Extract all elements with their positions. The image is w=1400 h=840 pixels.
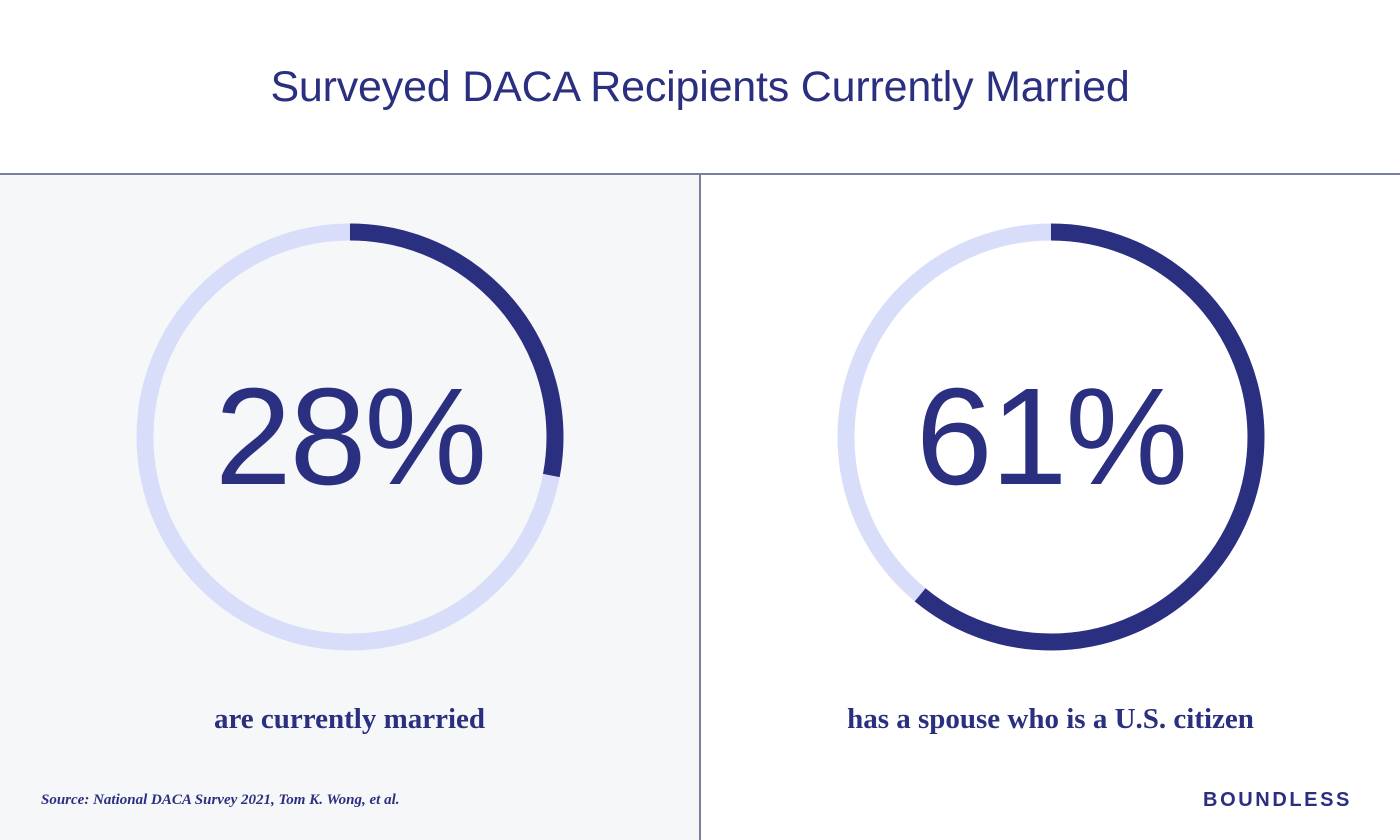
source-note: Source: National DACA Survey 2021, Tom K… bbox=[41, 792, 400, 808]
donut-chart-left-wrap: 28% bbox=[136, 223, 564, 651]
header: Surveyed DACA Recipients Currently Marri… bbox=[0, 0, 1400, 174]
donut-chart-right: 61% bbox=[837, 223, 1265, 651]
donut-value-arc-left bbox=[136, 223, 564, 651]
stat-panel-left: 28% are currently married bbox=[0, 175, 699, 840]
page-title: Surveyed DACA Recipients Currently Marri… bbox=[270, 62, 1130, 111]
donut-chart-left-svg bbox=[136, 223, 564, 651]
brand-logo: BOUNDLESS bbox=[1203, 789, 1352, 811]
donut-chart-right-wrap: 61% bbox=[837, 223, 1265, 651]
vertical-divider bbox=[699, 173, 701, 840]
stat-value-left: 28% bbox=[214, 360, 487, 514]
stat-caption-left: are currently married bbox=[213, 703, 486, 735]
donut-value-arc-right bbox=[837, 223, 1265, 651]
stat-value-right: 61% bbox=[915, 360, 1188, 514]
stat-panel-right: 61% has a spouse who is a U.S. citizen bbox=[701, 175, 1400, 840]
donut-center-label-left: 28% bbox=[136, 223, 564, 651]
donut-chart-left: 28% bbox=[136, 223, 564, 651]
donut-center-label-right: 61% bbox=[837, 223, 1265, 651]
stat-caption-right: has a spouse who is a U.S. citizen bbox=[847, 703, 1254, 735]
donut-chart-right-svg bbox=[837, 223, 1265, 651]
